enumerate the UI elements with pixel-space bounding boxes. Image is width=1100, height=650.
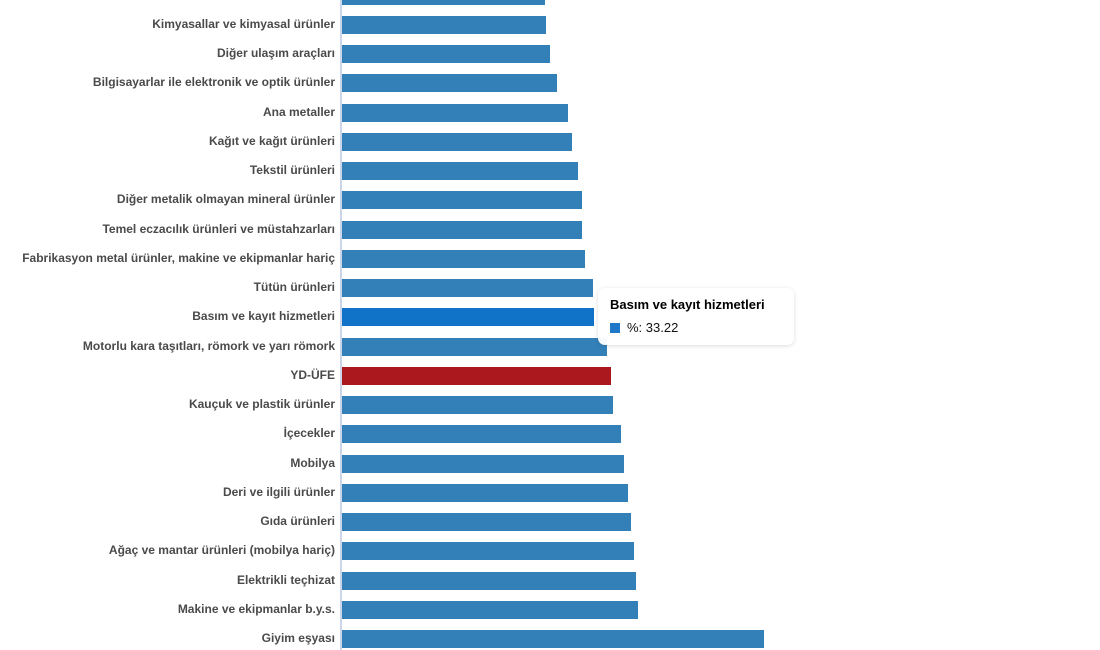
bar[interactable] [342, 513, 631, 532]
bar[interactable] [342, 396, 613, 415]
bar[interactable] [342, 191, 582, 210]
bar[interactable] [342, 132, 572, 151]
category-label: Fabrikasyon metal ürünler, makine ve eki… [22, 250, 335, 265]
bar[interactable] [342, 483, 628, 502]
category-label: Basım ve kayıt hizmetleri [192, 309, 335, 324]
bar[interactable] [342, 425, 622, 444]
category-label: Gıda ürünleri [260, 514, 335, 529]
bar[interactable] [342, 220, 583, 239]
tooltip-value: %: 33.22 [627, 320, 679, 335]
category-label: Kağıt ve kağıt ürünleri [208, 133, 335, 148]
category-label: Diğer metalik olmayan mineral ürünler [116, 192, 335, 207]
category-label: Deri ve ilgili ürünler [222, 484, 335, 499]
category-label: Elektrikli teçhizat [236, 572, 335, 587]
bar[interactable] [342, 600, 638, 619]
bar[interactable] [342, 337, 607, 356]
tooltip-title: Basım ve kayıt hizmetleri [610, 297, 765, 312]
bar-yd-ufe[interactable] [342, 366, 611, 385]
category-label: Diğer ulaşım araçları [216, 46, 335, 61]
category-label: Mobilya [290, 455, 335, 470]
category-label: İçecekler [283, 426, 335, 441]
category-label: Ana metaller [262, 104, 335, 119]
category-label: Tekstil ürünleri [249, 163, 335, 178]
tooltip: Basım ve kayıt hizmetleri %: 33.22 [598, 288, 794, 345]
bar[interactable] [342, 0, 545, 5]
category-label: Tütün ürünleri [253, 280, 335, 295]
bar[interactable] [342, 454, 625, 473]
tooltip-value-row: %: 33.22 [610, 320, 782, 335]
category-label: Kauçuk ve plastik ürünler [188, 397, 335, 412]
category-label: Kimyasallar ve kimyasal ürünler [152, 16, 335, 31]
category-label: Bilgisayarlar ile elektronik ve optik ür… [92, 75, 335, 90]
bar[interactable] [342, 74, 557, 93]
bar[interactable] [342, 249, 585, 268]
bar[interactable] [342, 629, 764, 648]
bar[interactable] [342, 103, 568, 122]
bar[interactable] [342, 279, 593, 298]
category-axis-line [340, 0, 342, 650]
tooltip-series-marker-icon [610, 322, 620, 333]
bar[interactable] [342, 542, 635, 561]
bar[interactable] [342, 571, 636, 590]
category-label: Temel eczacılık ürünleri ve müstahzarlar… [102, 221, 335, 236]
category-label: Giyim eşyası [261, 630, 335, 645]
category-label: Ağaç ve mantar ürünleri (mobilya hariç) [108, 543, 335, 558]
bar-hovered[interactable] [342, 308, 594, 327]
category-label: YD-ÜFE [290, 367, 335, 382]
bar[interactable] [342, 45, 550, 64]
category-label: Motorlu kara taşıtları, römork ve yarı r… [82, 338, 335, 353]
category-label: Makine ve ekipmanlar b.y.s. [177, 601, 335, 616]
bar[interactable] [342, 15, 547, 34]
bar[interactable] [342, 162, 578, 181]
